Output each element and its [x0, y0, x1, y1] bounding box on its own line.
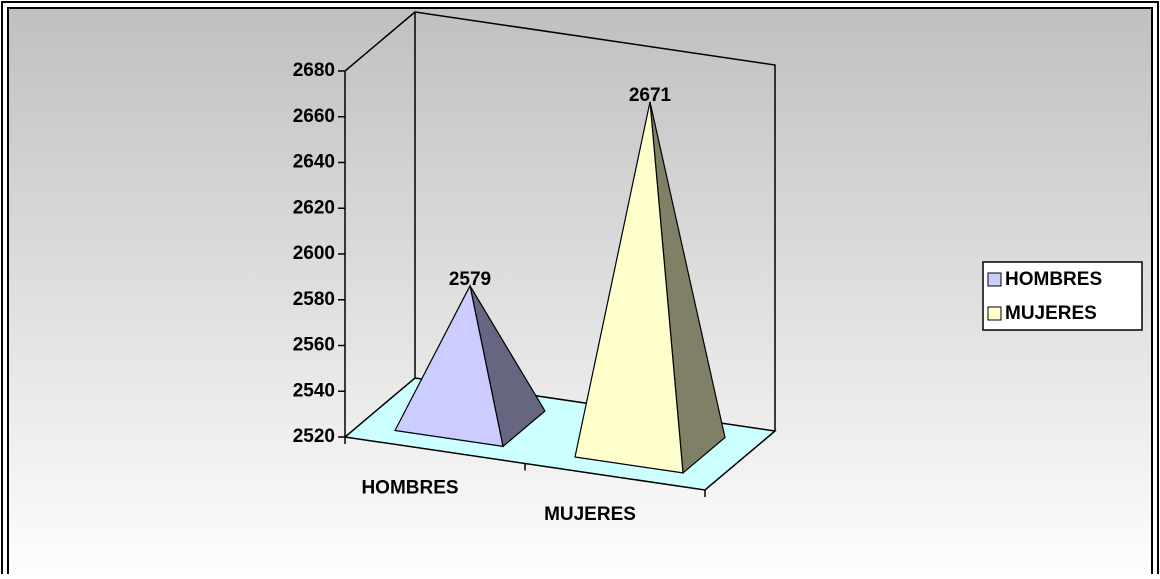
y-tick-label: 2680 — [293, 60, 335, 81]
y-tick-label: 2560 — [293, 335, 335, 356]
y-tick-label: 2660 — [293, 106, 335, 127]
legend-label: HOMBRES — [1005, 269, 1102, 290]
y-tick-label: 2540 — [293, 380, 335, 401]
y-tick-label: 2580 — [293, 289, 335, 310]
y-tick-label: 2520 — [293, 426, 335, 447]
y-tick-label: 2620 — [293, 197, 335, 218]
plot: 2520 2540 2560 2580 2600 2620 2640 2660 2680 2579… — [293, 11, 1143, 525]
chart-area — [7, 7, 1153, 579]
y-tick-label: 2600 — [293, 243, 335, 264]
data-label: 2579 — [449, 269, 491, 290]
x-tick-label: MUJERES — [544, 504, 636, 525]
back-wall — [414, 11, 776, 431]
y-tick-label: 2640 — [293, 152, 335, 173]
legend-swatch — [987, 306, 1002, 321]
legend-swatch — [987, 272, 1002, 287]
pyramid-front — [574, 101, 684, 474]
legend-box — [982, 261, 1143, 331]
pyramid-front — [394, 284, 504, 448]
data-label: 2671 — [629, 85, 672, 106]
legend-label: MUJERES — [1005, 303, 1097, 324]
x-tick-label: HOMBRES — [361, 477, 458, 498]
